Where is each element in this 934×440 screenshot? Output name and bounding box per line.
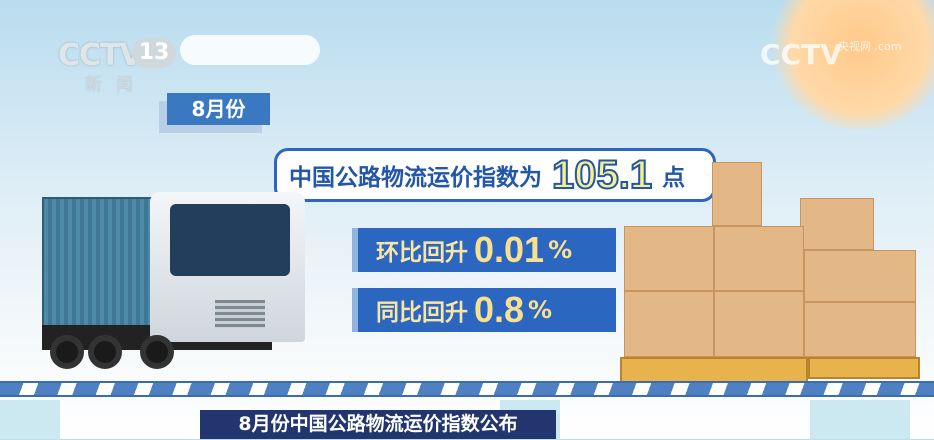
cargo-box	[804, 250, 916, 302]
headline-box: 中国公路物流运价指数为 105.1 点	[274, 148, 716, 202]
cargo-box	[624, 291, 714, 357]
channel-subtitle: 新闻	[85, 75, 147, 95]
road-stripe	[0, 381, 934, 397]
truck-wheel	[50, 335, 84, 369]
pallet	[620, 357, 808, 383]
city-silhouette	[0, 400, 60, 440]
stat-unit: %	[528, 296, 553, 324]
truck-wheel	[140, 335, 174, 369]
cargo-box	[800, 198, 874, 250]
truck-wheel	[88, 335, 122, 369]
cargo-box	[804, 302, 916, 357]
headline-prefix: 中国公路物流运价指数为	[289, 165, 542, 191]
cargo-box	[624, 226, 714, 291]
stat-value: 0.8	[474, 289, 525, 330]
truck-grille	[215, 300, 265, 328]
truck-windshield	[170, 204, 290, 276]
watermark-logo: CCTV	[760, 38, 842, 71]
truck-container	[42, 197, 162, 327]
cargo-box	[712, 162, 762, 226]
headline-value: 105.1	[551, 152, 653, 198]
headline-unit: 点	[662, 165, 686, 191]
stat-value: 0.01	[474, 229, 545, 270]
stat-label: 同比回升	[376, 300, 468, 326]
watermark-sub: 央视网 .com	[838, 40, 902, 53]
stat-label: 环比回升	[376, 240, 468, 266]
cargo-box	[714, 291, 804, 357]
city-silhouette	[810, 400, 910, 440]
stat-unit: %	[548, 236, 573, 264]
stat-yoy: 同比回升 0.8 %	[358, 288, 616, 332]
channel-logo: CCTV	[58, 38, 143, 73]
month-label: 8月份	[167, 93, 270, 125]
stat-mom: 环比回升 0.01 %	[358, 228, 616, 272]
cargo-box	[714, 226, 804, 291]
pallet	[808, 357, 920, 379]
channel-number: 13	[132, 38, 176, 68]
news-caption: 8月份中国公路物流运价指数公布	[200, 410, 556, 439]
cloud-decoration	[180, 35, 320, 65]
